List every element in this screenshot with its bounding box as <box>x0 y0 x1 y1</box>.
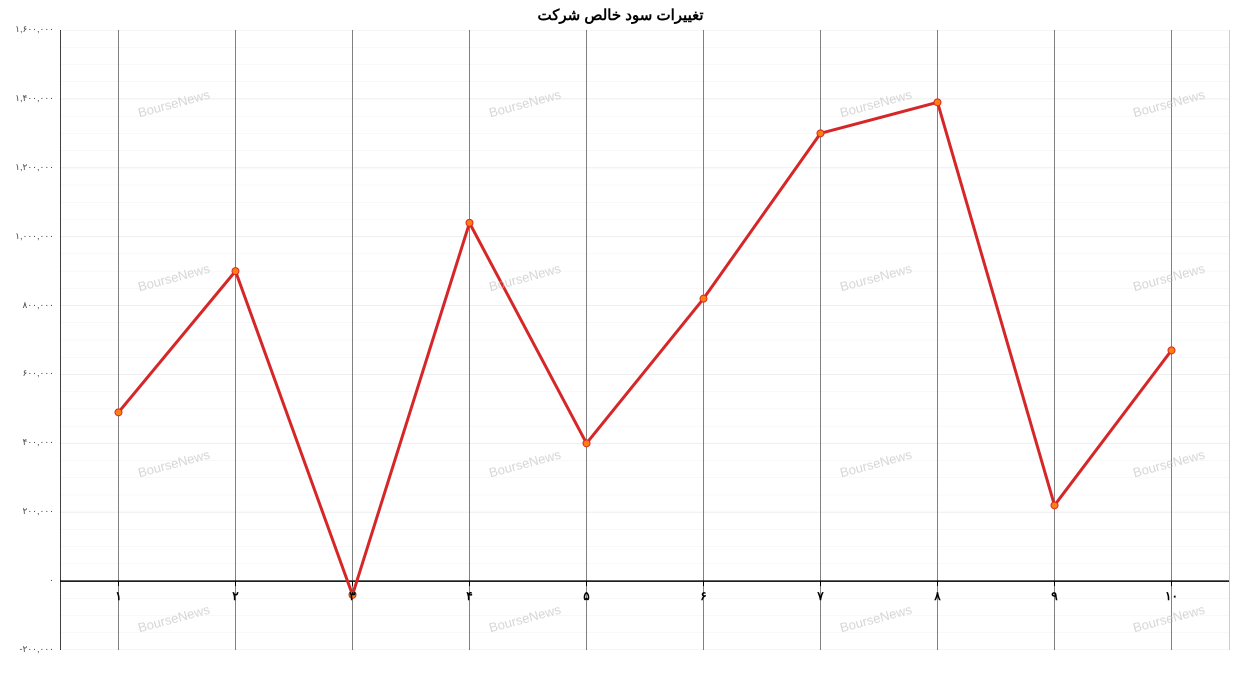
x-tick-label: ۴ <box>455 589 485 603</box>
y-tick-label: ۱,۶۰۰,۰۰۰ <box>2 24 54 35</box>
x-tick-label: ۸ <box>923 589 953 603</box>
y-tick-label: ۲۰۰,۰۰۰ <box>2 506 54 517</box>
y-tick-label: ۶۰۰,۰۰۰ <box>2 368 54 379</box>
y-tick-label: ۸۰۰,۰۰۰ <box>2 300 54 311</box>
x-tick-label: ۷ <box>806 589 836 603</box>
x-tick-label: ۱۰ <box>1157 589 1187 603</box>
y-tick-label: -۲۰۰,۰۰۰ <box>2 644 54 655</box>
chart-title: تغییرات سود خالص شرکت <box>0 6 1241 24</box>
chart-plot <box>60 30 1230 650</box>
y-tick-label: ۱,۰۰۰,۰۰۰ <box>2 231 54 242</box>
x-tick-label: ۶ <box>689 589 719 603</box>
x-tick-label: ۹ <box>1040 589 1070 603</box>
y-tick-label: ۴۰۰,۰۰۰ <box>2 437 54 448</box>
y-tick-label: ۰ <box>2 575 54 586</box>
y-tick-label: ۱,۴۰۰,۰۰۰ <box>2 93 54 104</box>
y-tick-label: ۱,۲۰۰,۰۰۰ <box>2 162 54 173</box>
chart-container: تغییرات سود خالص شرکت -۲۰۰,۰۰۰ ۰ ۲۰۰,۰۰۰ ۴۰… <box>0 0 1241 681</box>
x-tick-label: ۱ <box>104 589 134 603</box>
x-tick-label: ۳ <box>338 589 368 603</box>
x-tick-label: ۵ <box>572 589 602 603</box>
x-tick-label: ۲ <box>221 589 251 603</box>
